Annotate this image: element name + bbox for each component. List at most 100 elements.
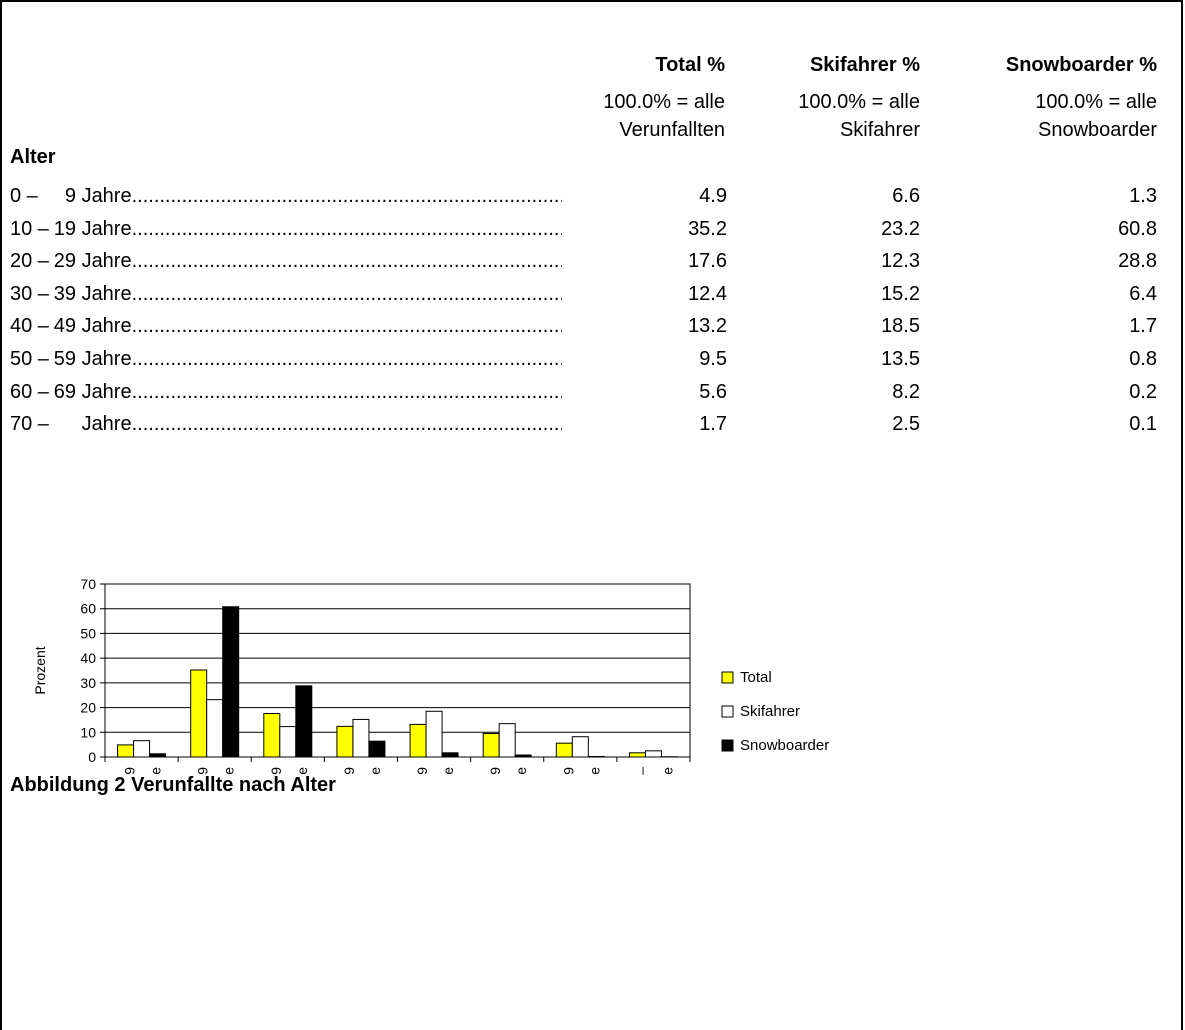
value-total: 1.7 <box>699 413 727 436</box>
x-tick-label: Jahre <box>659 767 675 775</box>
value-skifahrer: 12.3 <box>881 250 920 273</box>
table-row: 10 –19 Jahre............................… <box>0 218 1185 248</box>
bar-snowboarder <box>296 686 312 757</box>
leader-dots: ........................................… <box>132 185 562 207</box>
value-skifahrer: 2.5 <box>892 413 920 436</box>
value-total: 35.2 <box>688 218 727 241</box>
subheader-snowboarder-line1: 100.0% = alle <box>1035 88 1157 116</box>
subheader-total-line2: Verunfallten <box>603 116 725 144</box>
age-to: 49 <box>52 315 76 338</box>
value-total: 5.6 <box>699 381 727 404</box>
subheader-total-line1: 100.0% = alle <box>603 88 725 116</box>
bar-chart: 010203040506070Prozent0 – 9Jahre10 – 19J… <box>10 560 890 775</box>
subheader-total: 100.0% = alle Verunfallten <box>603 88 725 144</box>
section-heading-alter: Alter <box>10 146 56 169</box>
subheader-skifahrer-line2: Skifahrer <box>798 116 920 144</box>
table-row: 50 –59 Jahre............................… <box>0 348 1185 378</box>
age-to: 19 <box>52 218 76 241</box>
value-snowboarder: 0.8 <box>1129 348 1157 371</box>
row-label: 50 –59 Jahre............................… <box>10 348 562 371</box>
age-from: 70 – <box>10 413 52 436</box>
bar-total <box>556 743 572 757</box>
row-label: 20 –29 Jahre............................… <box>10 250 562 273</box>
chart-container: 010203040506070Prozent0 – 9Jahre10 – 19J… <box>10 560 890 775</box>
bar-skifahrer <box>499 724 515 757</box>
table-row: 30 –39 Jahre............................… <box>0 283 1185 313</box>
bar-snowboarder <box>150 754 166 757</box>
x-tick-label: 60 – 69 <box>560 767 576 775</box>
legend-label-snowboarder: Snowboarder <box>740 737 829 754</box>
value-skifahrer: 18.5 <box>881 315 920 338</box>
row-label: 30 –39 Jahre............................… <box>10 283 562 306</box>
header-snowboarder: Snowboarder % <box>1006 54 1157 77</box>
leader-dots: ........................................… <box>132 283 562 305</box>
row-label: 40 –49 Jahre............................… <box>10 315 562 338</box>
value-skifahrer: 8.2 <box>892 381 920 404</box>
age-unit: Jahre <box>82 250 132 272</box>
row-label: 60 –69 Jahre............................… <box>10 381 562 404</box>
bar-total <box>191 670 207 757</box>
table-row: 70 – Jahre..............................… <box>0 413 1185 443</box>
bar-total <box>337 726 353 757</box>
x-tick-label: 70 – <box>633 767 649 775</box>
legend-swatch-skifahrer <box>722 706 733 717</box>
age-unit: Jahre <box>82 283 132 305</box>
age-unit: Jahre <box>82 315 132 337</box>
bar-total <box>264 714 280 757</box>
leader-dots: ........................................… <box>132 315 562 337</box>
value-skifahrer: 13.5 <box>881 348 920 371</box>
age-from: 20 – <box>10 250 52 273</box>
value-snowboarder: 28.8 <box>1118 250 1157 273</box>
table-row: 40 –49 Jahre............................… <box>0 315 1185 345</box>
age-unit: Jahre <box>82 413 132 435</box>
x-tick-label: Jahre <box>586 767 602 775</box>
table-row: 0 –9 Jahre..............................… <box>0 185 1185 215</box>
y-axis-label: Prozent <box>32 646 48 694</box>
header-skifahrer: Skifahrer % <box>810 54 920 77</box>
x-tick-label: Jahre <box>367 767 383 775</box>
bar-total <box>629 753 645 757</box>
age-to: 9 <box>52 185 76 208</box>
age-unit: Jahre <box>82 381 132 403</box>
bar-skifahrer <box>207 700 223 757</box>
table-row: 20 –29 Jahre............................… <box>0 250 1185 280</box>
age-from: 60 – <box>10 381 52 404</box>
leader-dots: ........................................… <box>132 413 562 435</box>
leader-dots: ........................................… <box>132 348 562 370</box>
legend-label-total: Total <box>740 669 772 686</box>
bar-snowboarder <box>223 607 239 757</box>
bar-skifahrer <box>645 751 661 757</box>
age-from: 30 – <box>10 283 52 306</box>
row-label: 70 – Jahre..............................… <box>10 413 562 436</box>
value-total: 9.5 <box>699 348 727 371</box>
value-total: 13.2 <box>688 315 727 338</box>
value-snowboarder: 0.2 <box>1129 381 1157 404</box>
x-tick-label: Jahre <box>513 767 529 775</box>
age-to: 39 <box>52 283 76 306</box>
y-tick-label: 50 <box>80 625 96 641</box>
age-to: 69 <box>52 381 76 404</box>
x-tick-label: 40 – 49 <box>414 767 430 775</box>
y-tick-label: 60 <box>80 601 96 617</box>
leader-dots: ........................................… <box>132 381 562 403</box>
age-unit: Jahre <box>82 185 132 207</box>
value-skifahrer: 15.2 <box>881 283 920 306</box>
legend-swatch-snowboarder <box>722 740 733 751</box>
value-skifahrer: 23.2 <box>881 218 920 241</box>
age-from: 10 – <box>10 218 52 241</box>
x-tick-label: 50 – 59 <box>487 767 503 775</box>
bar-skifahrer <box>426 711 442 757</box>
bar-skifahrer <box>134 741 150 757</box>
bar-snowboarder <box>369 741 385 757</box>
leader-dots: ........................................… <box>132 218 562 240</box>
value-snowboarder: 1.3 <box>1129 185 1157 208</box>
y-tick-label: 20 <box>80 700 96 716</box>
subheader-snowboarder: 100.0% = alle Snowboarder <box>1035 88 1157 144</box>
x-tick-label: 30 – 39 <box>341 767 357 775</box>
bar-snowboarder <box>442 753 458 757</box>
value-snowboarder: 0.1 <box>1129 413 1157 436</box>
age-to: 29 <box>52 250 76 273</box>
y-tick-label: 10 <box>80 724 96 740</box>
age-unit: Jahre <box>82 348 132 370</box>
